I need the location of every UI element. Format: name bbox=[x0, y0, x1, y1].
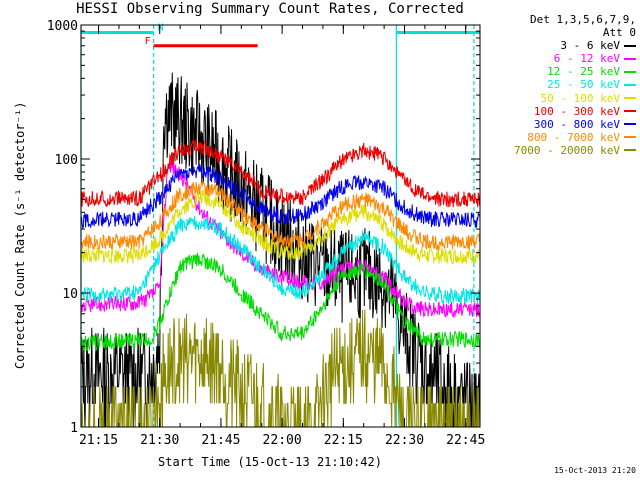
legend-entry-7: 800 - 7000 keV bbox=[470, 131, 636, 144]
legend-entry-2: 12 - 25 keV bbox=[470, 65, 636, 78]
x-tick-label-3: 22:00 bbox=[263, 433, 302, 448]
y-tick-label-3: 1000 bbox=[47, 19, 78, 34]
series-line-6 bbox=[80, 162, 481, 229]
legend: Det 1,3,5,6,7,9, Att 0 3 - 6 keV 6 - 12 k… bbox=[470, 13, 636, 157]
legend-label-7: 800 - 7000 keV bbox=[527, 130, 620, 144]
series-line-8 bbox=[81, 309, 480, 428]
series-line-5 bbox=[80, 139, 481, 208]
series-line-4 bbox=[80, 188, 481, 265]
legend-swatch-2 bbox=[624, 70, 636, 73]
legend-attenuator-info: Att 0 bbox=[602, 26, 636, 40]
series-line-1 bbox=[80, 161, 481, 319]
legend-swatch-8 bbox=[624, 149, 636, 152]
legend-swatch-0 bbox=[624, 44, 636, 47]
legend-label-0: 3 - 6 keV bbox=[560, 39, 620, 53]
legend-swatch-1 bbox=[624, 57, 636, 60]
legend-entry-6: 300 - 800 keV bbox=[470, 118, 636, 131]
annotation-label-1: N bbox=[158, 22, 164, 33]
legend-entry-5: 100 - 300 keV bbox=[470, 105, 636, 118]
series-line-7 bbox=[80, 179, 481, 252]
legend-swatch-5 bbox=[624, 110, 636, 113]
legend-label-3: 25 - 50 keV bbox=[547, 78, 620, 92]
x-tick-label-1: 21:30 bbox=[140, 433, 179, 448]
legend-swatch-6 bbox=[624, 123, 636, 126]
x-tick-label-6: 22:45 bbox=[446, 433, 485, 448]
legend-entry-3: 25 - 50 keV bbox=[470, 78, 636, 91]
legend-label-2: 12 - 25 keV bbox=[547, 65, 620, 79]
generated-timestamp: 15-Oct-2013 21:20 bbox=[554, 466, 636, 475]
legend-label-5: 100 - 300 keV bbox=[533, 104, 620, 118]
legend-label-4: 50 - 100 keV bbox=[540, 91, 620, 105]
x-tick-label-2: 21:45 bbox=[201, 433, 240, 448]
legend-label-6: 300 - 800 keV bbox=[533, 117, 620, 131]
legend-label-1: 6 - 12 keV bbox=[553, 52, 620, 66]
legend-swatch-7 bbox=[624, 136, 636, 139]
series-line-2 bbox=[80, 251, 481, 352]
legend-label-8: 7000 - 20000 keV bbox=[514, 143, 620, 157]
y-tick-label-1: 10 bbox=[62, 287, 78, 302]
plot-frame bbox=[80, 24, 481, 428]
x-axis-label: Start Time (15-Oct-13 21:10:42) bbox=[158, 455, 382, 469]
legend-swatch-3 bbox=[624, 84, 636, 87]
y-axis-label: Corrected Count Rate (s⁻¹ detector⁻¹) bbox=[13, 101, 27, 369]
legend-entry-1: 6 - 12 keV bbox=[470, 52, 636, 65]
series-line-3 bbox=[80, 216, 481, 305]
y-tick-label-0: 1 bbox=[70, 421, 78, 436]
annotation-label-2: F bbox=[145, 36, 151, 47]
x-tick-label-5: 22:30 bbox=[385, 433, 424, 448]
x-tick-label-4: 22:15 bbox=[324, 433, 363, 448]
legend-swatch-4 bbox=[624, 97, 636, 100]
y-tick-label-2: 100 bbox=[55, 153, 78, 168]
chart-title: HESSI Observing Summary Count Rates, Cor… bbox=[76, 1, 464, 17]
x-tick-label-0: 21:15 bbox=[79, 433, 118, 448]
legend-entry-8: 7000 - 20000 keV bbox=[470, 144, 636, 157]
legend-detector-info: Det 1,3,5,6,7,9, bbox=[530, 13, 636, 26]
legend-entry-0: 3 - 6 keV bbox=[470, 39, 636, 52]
legend-entry-4: 50 - 100 keV bbox=[470, 92, 636, 105]
